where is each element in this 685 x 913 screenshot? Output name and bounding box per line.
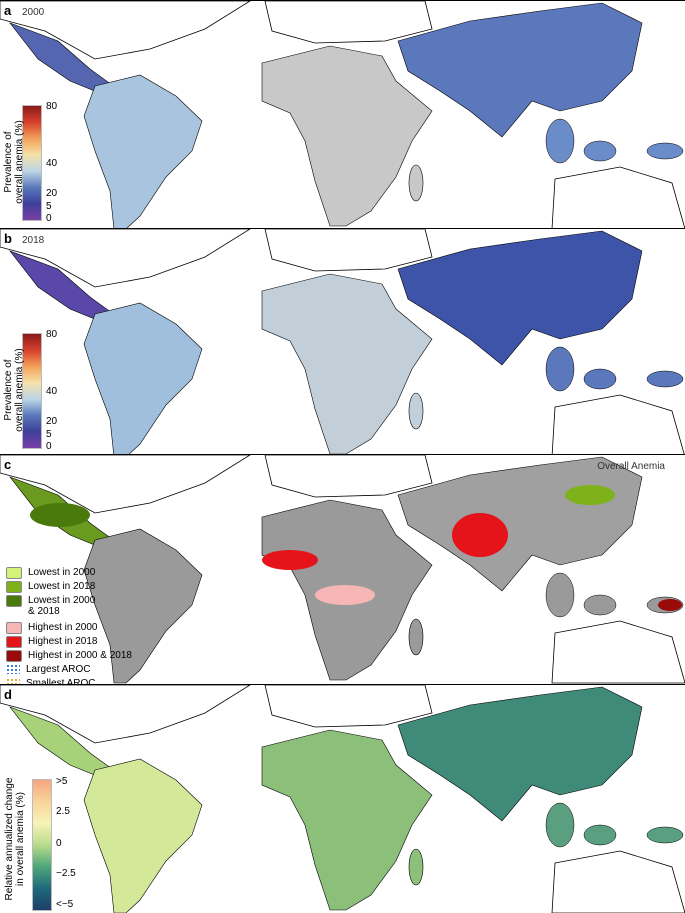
highest-2018-region [452, 513, 508, 557]
highest-2000-region [315, 585, 375, 605]
legend-label: Highest in 2018 [28, 636, 98, 647]
lowest-2018-region [565, 485, 615, 505]
legend-swatch [6, 595, 22, 607]
prevalence-colorbar [22, 105, 42, 221]
year-label: 2018 [22, 235, 45, 246]
panel-a-2000: a 2000 Prevalence of overall anemia (%) 8… [0, 0, 685, 229]
legend-swatch [6, 581, 22, 593]
tick: 0 [46, 213, 52, 224]
panel-d-aroc: d Relative annualized change in overall a… [0, 684, 685, 913]
tick: <−5 [56, 899, 74, 910]
panel-label: c [4, 457, 12, 472]
tick: 5 [46, 201, 52, 212]
panel-title: Overall Anemia [597, 461, 665, 472]
map-2018 [0, 229, 685, 455]
tick: −2.5 [56, 868, 76, 879]
colorbar-title: Prevalence of overall anemia (%) [3, 120, 25, 204]
panel-b-2018: b 2018 Prevalence of overall anemia (%) 8… [0, 228, 685, 455]
legend-item: Lowest in 2018 [6, 581, 132, 594]
legend-swatch [6, 636, 22, 648]
legend-label: Lowest in 2018 [28, 581, 96, 592]
map-2000 [0, 1, 685, 229]
tick: 20 [46, 188, 58, 199]
aroc-colorbar [32, 779, 52, 911]
legend-swatch [6, 650, 22, 662]
prevalence-colorbar [22, 333, 42, 449]
tick: 80 [46, 329, 58, 340]
colorbar-title: Relative annualized change in overall ane… [4, 777, 26, 901]
tick: 40 [46, 158, 58, 169]
legend-swatch [6, 678, 20, 688]
map-aroc [0, 685, 685, 913]
tick: 80 [46, 101, 58, 112]
legend-swatch [6, 567, 22, 579]
legend-label: Highest in 2000 & 2018 [28, 650, 132, 661]
legend-swatch [6, 664, 20, 674]
tick: 20 [46, 416, 58, 427]
legend-item: Lowest in 2000 & 2018 [6, 595, 132, 621]
panel-c-categories: c Overall Anemia Lowest in 2000 Lowest in… [0, 454, 685, 689]
tick: 5 [46, 429, 52, 440]
year-label: 2000 [22, 7, 45, 18]
legend-item: Highest in 2000 & 2018 [6, 650, 132, 663]
legend-item: Highest in 2018 [6, 636, 132, 649]
legend-label: Largest AROC [26, 664, 91, 675]
legend-item: Smallest AROC [6, 678, 132, 691]
legend-label: Lowest in 2000 & 2018 [28, 595, 96, 617]
tick: 40 [46, 386, 58, 397]
panel-label: a [4, 3, 12, 18]
highest-both-region [658, 599, 682, 611]
legend-item: Highest in 2000 [6, 622, 132, 635]
tick: 0 [56, 838, 62, 849]
panel-label: d [4, 687, 12, 702]
panel-label: b [4, 231, 12, 246]
highest-2018-region [262, 550, 318, 570]
colorbar-title: Prevalence of overall anemia (%) [3, 348, 25, 432]
legend-label: Smallest AROC [26, 678, 96, 689]
legend-swatch [6, 622, 22, 634]
legend-item: Lowest in 2000 [6, 567, 132, 580]
lowest-both-region [30, 503, 90, 527]
tick: 0 [46, 441, 52, 452]
legend-label: Lowest in 2000 [28, 567, 96, 578]
highlight-layer [30, 485, 682, 611]
legend-label: Highest in 2000 [28, 622, 98, 633]
tick: >5 [56, 776, 68, 787]
category-legend: Lowest in 2000 Lowest in 2018 Lowest in 20… [6, 567, 132, 692]
legend-item: Largest AROC [6, 664, 132, 677]
tick: 2.5 [56, 806, 70, 817]
